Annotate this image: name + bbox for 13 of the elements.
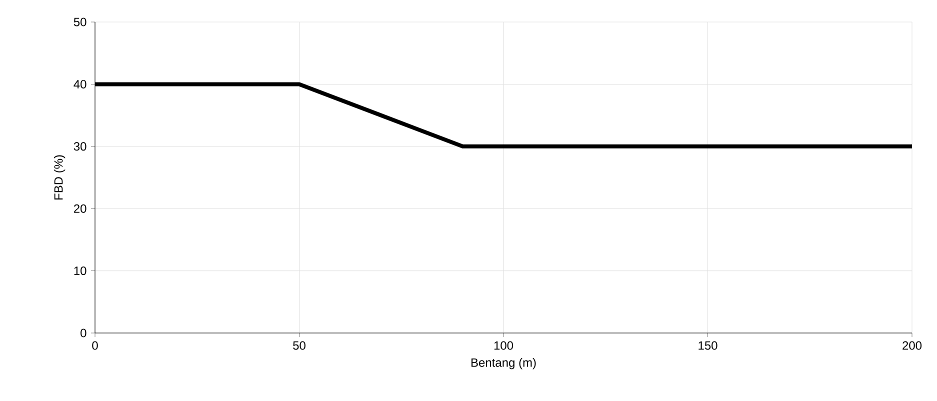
y-axis-title: FBD (%) xyxy=(54,155,66,200)
x-tick-label: 200 xyxy=(902,341,922,350)
x-tick-label: 100 xyxy=(494,341,514,350)
y-tick-label: 20 xyxy=(74,204,86,213)
x-axis-title: Bentang (m) xyxy=(471,358,536,370)
x-tick-label: 50 xyxy=(293,341,306,350)
y-tick-label: 10 xyxy=(74,266,86,276)
x-tick-label: 0 xyxy=(92,341,98,350)
y-tick-label: 30 xyxy=(74,142,86,151)
y-tick-label: 50 xyxy=(74,18,86,26)
y-tick-label: 0 xyxy=(80,328,86,338)
x-tick-label: 150 xyxy=(698,341,718,350)
y-tick-label: 40 xyxy=(74,80,86,88)
